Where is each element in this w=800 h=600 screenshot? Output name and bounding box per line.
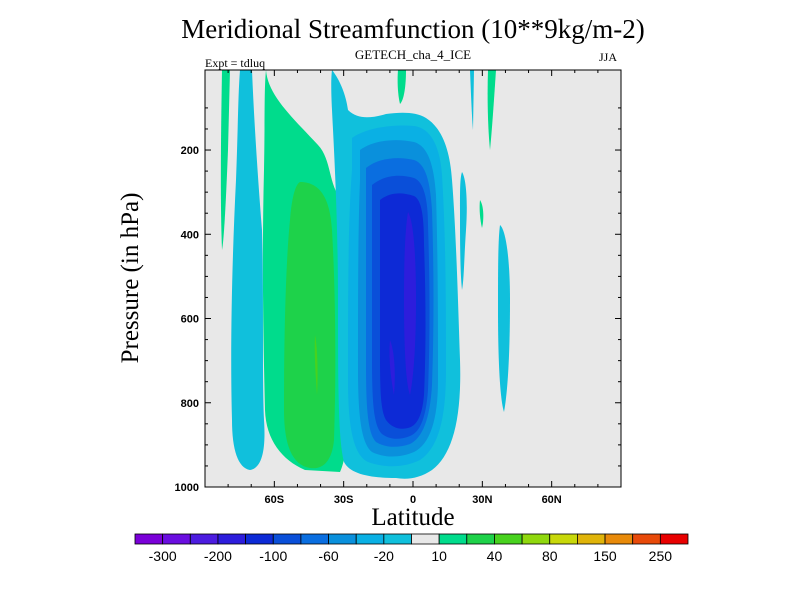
colorbar-label: 80 — [542, 548, 558, 564]
contour-fill-20 — [284, 182, 336, 469]
contour-fills — [220, 70, 510, 479]
contour-fill-neg10-north-c — [470, 70, 474, 130]
contour-fill-neg150 — [404, 212, 416, 395]
colorbar-swatch — [632, 533, 661, 545]
colorbar-swatch — [438, 533, 468, 545]
y-tick-label: 400 — [181, 229, 199, 241]
x-tick-label: 60N — [542, 494, 562, 506]
x-axis-title: Latitude — [371, 504, 454, 531]
colorbar-label: -60 — [318, 548, 338, 564]
contour-fill-neg10-north-a — [498, 225, 510, 412]
colorbar-label: -100 — [259, 548, 287, 564]
experiment-label: Expt = tdluq — [205, 56, 266, 70]
contour-fill-40 — [314, 335, 318, 395]
colorbar-label: 250 — [649, 548, 673, 564]
colorbar-label: -200 — [204, 548, 232, 564]
colorbar-swatch — [328, 533, 357, 545]
contour-fill-neg10-south — [231, 70, 265, 470]
colorbar-swatch — [549, 533, 578, 545]
y-tick-label: 200 — [181, 145, 199, 157]
colorbar-label: 10 — [431, 548, 447, 564]
colorbar-label: -20 — [374, 548, 394, 564]
chart-subtitle: GETECH_cha_4_ICE — [354, 47, 472, 62]
colorbar-swatch — [189, 533, 219, 545]
colorbar-swatch — [466, 533, 495, 545]
colorbar-swatch — [521, 533, 551, 545]
y-tick-label: 600 — [181, 314, 199, 326]
colorbar-swatch — [134, 533, 164, 545]
colorbar-swatch — [383, 533, 412, 545]
season-label: JJA — [599, 50, 618, 64]
x-tick-label: 30S — [334, 494, 354, 506]
x-tick-label: 60S — [265, 494, 285, 506]
colorbar-swatch — [245, 533, 274, 545]
colorbar-swatch — [272, 533, 302, 545]
contour-fill-neg150-b — [389, 340, 395, 395]
colorbar-label: 40 — [487, 548, 503, 564]
colorbar-label: 150 — [593, 548, 617, 564]
colorbar: -300 -200 -100 -60 -20 10 40 80 150 250 — [134, 533, 689, 564]
colorbar-swatch — [494, 533, 523, 545]
colorbar-swatch — [659, 533, 689, 545]
chart-title: Meridional Streamfunction (10**9kg/m-2) — [181, 14, 645, 44]
contour-fill-pos10-north-b — [479, 200, 484, 228]
contour-fill-pos10-top — [397, 70, 406, 104]
contour-fill-10-left-sliver — [220, 70, 230, 250]
contour-fill-pos10-north-a — [487, 70, 496, 150]
contour-fill-neg10-north-b — [460, 172, 467, 290]
colorbar-swatch — [355, 533, 385, 545]
colorbar-swatch — [217, 533, 246, 545]
y-axis-title: Pressure (in hPa) — [117, 193, 144, 364]
colorbar-label: -300 — [149, 548, 177, 564]
colorbar-swatch — [300, 533, 329, 545]
x-axis: 60S 30S 0 30N 60N — [204, 70, 622, 506]
x-tick-label: 30N — [472, 494, 492, 506]
colorbar-swatch — [162, 533, 191, 545]
y-tick-label: 1000 — [175, 482, 199, 494]
colorbar-swatch — [411, 533, 440, 545]
y-axis: 200 400 600 800 1000 — [175, 107, 621, 494]
colorbar-swatch — [604, 533, 634, 545]
y-tick-label: 800 — [181, 398, 199, 410]
contour-fill-neg100 — [380, 193, 426, 429]
colorbar-swatch — [577, 533, 606, 545]
x-tick-label: 0 — [410, 494, 416, 506]
